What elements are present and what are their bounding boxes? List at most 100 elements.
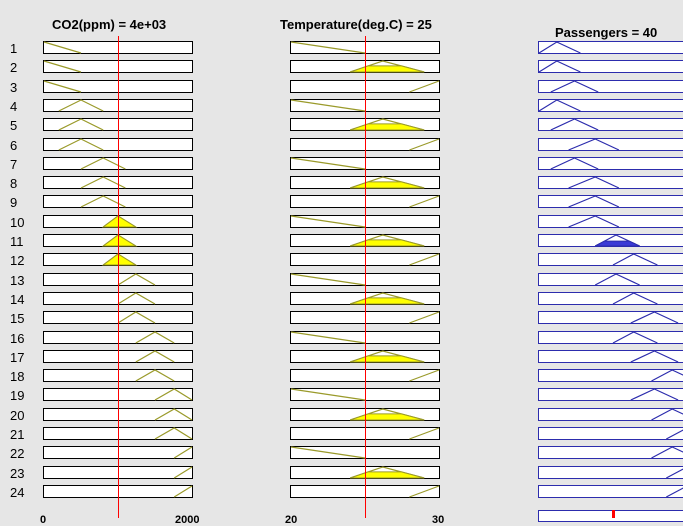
membership-function-line	[59, 119, 103, 130]
rule-number: 5	[10, 119, 17, 133]
fired-area	[350, 356, 424, 362]
axis-tick-label: 30	[432, 514, 444, 526]
axis-tick-label: 0	[40, 514, 46, 526]
membership-function-line	[155, 389, 192, 400]
membership-function-line	[631, 351, 678, 362]
membership-function-line	[44, 42, 81, 53]
rule-1-pass-plot[interactable]	[538, 41, 683, 54]
rule-number: 12	[10, 254, 24, 268]
rule-number: 1	[10, 42, 17, 56]
rule-8-pass-plot[interactable]	[538, 176, 683, 189]
rule-14-pass-plot[interactable]	[538, 292, 683, 305]
membership-function-line	[409, 254, 439, 265]
rule-number: 24	[10, 486, 24, 500]
membership-function-line	[409, 139, 439, 150]
membership-function-line	[409, 81, 439, 92]
input-marker-1[interactable]	[118, 36, 119, 518]
rule-22-pass-plot[interactable]	[538, 446, 683, 459]
membership-function-line	[652, 447, 683, 458]
rule-7-pass-plot[interactable]	[538, 157, 683, 170]
rule-number: 8	[10, 177, 17, 191]
membership-function-line	[409, 196, 439, 207]
axis-tick-label: 20	[285, 514, 297, 526]
membership-function-line	[291, 158, 365, 169]
membership-function-line	[652, 370, 683, 381]
membership-function-line	[569, 177, 619, 188]
membership-function-line	[539, 61, 580, 72]
membership-function-line	[666, 428, 683, 439]
fired-area	[103, 235, 136, 246]
membership-function-line	[551, 119, 598, 130]
membership-function-line	[409, 486, 439, 497]
rule-5-pass-plot[interactable]	[538, 118, 683, 131]
rule-2-pass-plot[interactable]	[538, 60, 683, 73]
rule-number: 11	[10, 235, 24, 249]
rule-number: 13	[10, 274, 24, 288]
rule-3-pass-plot[interactable]	[538, 80, 683, 93]
membership-function-line	[631, 389, 678, 400]
fired-area	[350, 124, 424, 130]
rule-24-pass-plot[interactable]	[538, 485, 683, 498]
rule-13-pass-plot[interactable]	[538, 273, 683, 286]
axis-tick-label: 2000	[175, 514, 199, 526]
input-marker-2[interactable]	[365, 36, 366, 518]
rule-number: 19	[10, 389, 24, 403]
membership-function-line	[551, 158, 598, 169]
membership-function-line	[666, 486, 683, 497]
membership-function-line	[44, 81, 81, 92]
panel-title-3: Passengers = 40	[555, 25, 657, 40]
membership-function-line	[136, 351, 174, 362]
rule-12-pass-plot[interactable]	[538, 253, 683, 266]
rule-number: 17	[10, 351, 24, 365]
rule-11-pass-plot[interactable]	[538, 234, 683, 247]
rule-9-pass-plot[interactable]	[538, 195, 683, 208]
rule-16-pass-plot[interactable]	[538, 331, 683, 344]
rule-number: 18	[10, 370, 24, 384]
membership-function-line	[136, 332, 174, 343]
rule-21-pass-plot[interactable]	[538, 427, 683, 440]
rule-number: 15	[10, 312, 24, 326]
rule-10-pass-plot[interactable]	[538, 215, 683, 228]
rule-number: 14	[10, 293, 24, 307]
rule-number: 4	[10, 100, 17, 114]
membership-function-line	[59, 100, 103, 111]
fired-area	[103, 216, 136, 227]
membership-function-line	[174, 447, 192, 458]
rule-17-pass-plot[interactable]	[538, 350, 683, 363]
membership-function-line	[291, 42, 365, 53]
panel-title-1: CO2(ppm) = 4e+03	[52, 17, 166, 32]
fired-area	[103, 254, 136, 265]
membership-function-line	[595, 274, 639, 285]
rule-6-pass-plot[interactable]	[538, 138, 683, 151]
membership-function-line	[539, 42, 580, 53]
rule-number: 6	[10, 139, 17, 153]
membership-function-line	[613, 293, 657, 304]
fired-area	[350, 298, 424, 304]
fired-area	[350, 414, 424, 420]
rule-18-pass-plot[interactable]	[538, 369, 683, 382]
rule-number: 23	[10, 467, 24, 481]
fired-area	[350, 182, 424, 188]
rule-4-pass-plot[interactable]	[538, 99, 683, 112]
membership-function-line	[409, 428, 439, 439]
rule-number: 7	[10, 158, 17, 172]
membership-function-line	[569, 216, 619, 227]
rule-15-pass-plot[interactable]	[538, 311, 683, 324]
membership-function-line	[291, 389, 365, 400]
membership-function-line	[569, 139, 619, 150]
membership-function-line	[155, 409, 192, 420]
membership-function-line	[409, 312, 439, 323]
membership-function-line	[118, 274, 155, 285]
membership-function-line	[666, 467, 683, 478]
rule-19-pass-plot[interactable]	[538, 388, 683, 401]
membership-function-line	[551, 81, 598, 92]
membership-function-line	[118, 312, 155, 323]
rule-number: 2	[10, 61, 17, 75]
membership-function-line	[409, 370, 439, 381]
rule-23-pass-plot[interactable]	[538, 466, 683, 479]
membership-function-line	[291, 447, 365, 458]
output-marker	[612, 510, 615, 518]
rule-20-pass-plot[interactable]	[538, 408, 683, 421]
membership-function-line	[613, 254, 657, 265]
